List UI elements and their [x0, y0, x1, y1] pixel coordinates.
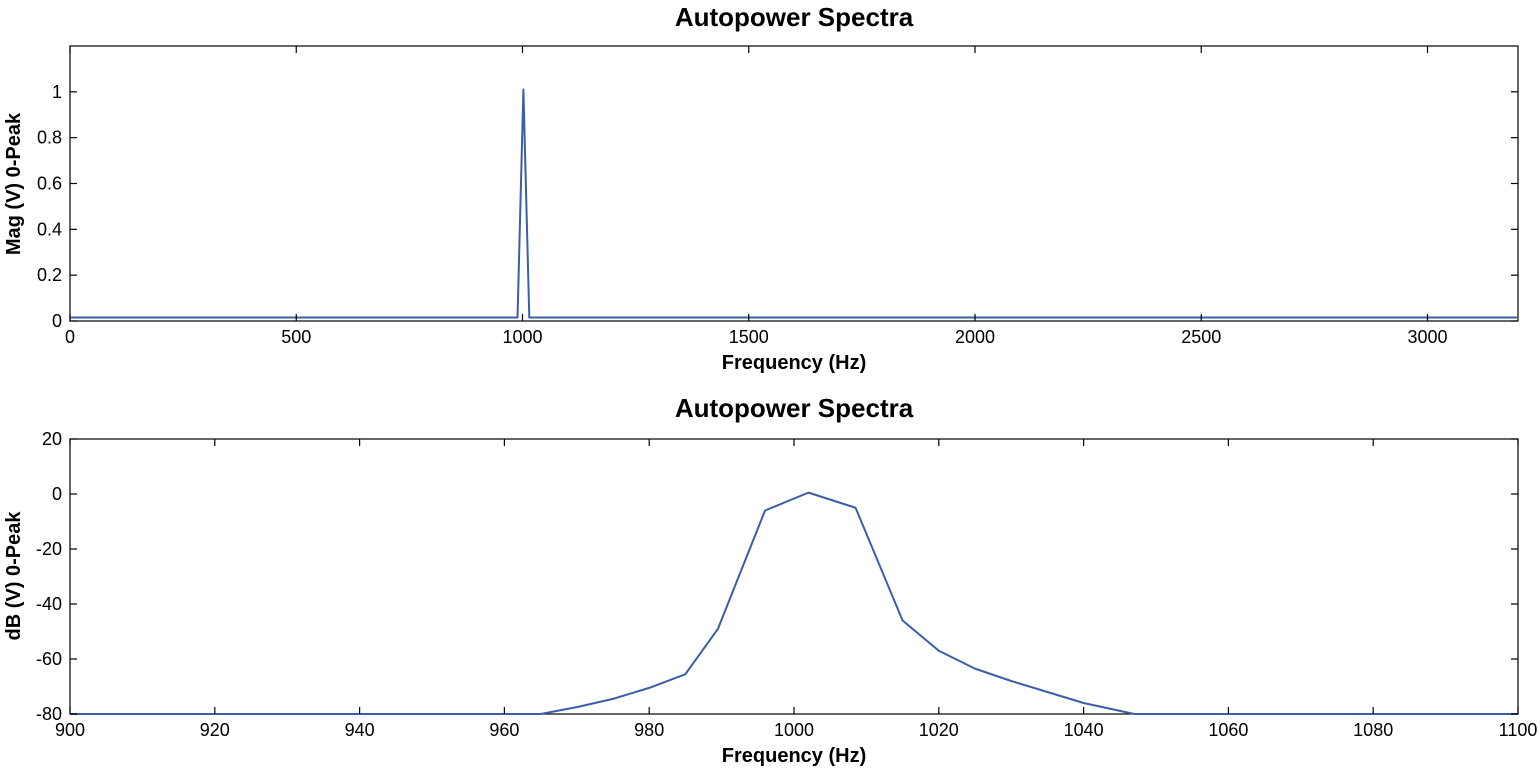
- y-tick-label: 0: [52, 311, 62, 331]
- y-tick-label: -40: [36, 594, 62, 614]
- y-tick-label: -80: [36, 704, 62, 724]
- y-tick-label: 0.6: [37, 174, 62, 194]
- x-tick-label: 0: [65, 327, 75, 347]
- x-tick-label: 1000: [502, 327, 542, 347]
- x-tick-label: 1020: [919, 720, 959, 740]
- y-axis-ticks: -80 -60 -40 -20 0 20: [36, 429, 1518, 724]
- y-tick-label: 20: [42, 429, 62, 449]
- y-axis-ticks: 0 0.2 0.4 0.6 0.8 1: [37, 82, 1518, 331]
- y-axis-label: Mag (V) 0-Peak: [3, 112, 25, 255]
- y-tick-label: 1: [52, 82, 62, 102]
- x-axis-label: Frequency (Hz): [722, 352, 866, 374]
- plot-area-frame: [69, 438, 1519, 715]
- x-tick-label: 1060: [1208, 720, 1248, 740]
- y-tick-label: -20: [36, 539, 62, 559]
- decibel-chart-panel: Autopower Spectra 900 920 940 960 980 1000 102…: [3, 393, 1537, 767]
- y-axis-label: dB (V) 0-Peak: [3, 511, 25, 641]
- decibel-series-line: [70, 491, 1518, 715]
- y-tick-label: 0.8: [37, 128, 62, 148]
- x-axis-ticks: 900 920 940 960 980 1000 1020 1040 1060 1080 1100: [55, 439, 1537, 740]
- y-tick-label: 0.2: [37, 265, 62, 285]
- x-tick-label: 2000: [955, 327, 995, 347]
- chart-title: Autopower Spectra: [675, 2, 914, 32]
- y-tick-label: 0.4: [37, 219, 62, 239]
- x-tick-label: 500: [281, 327, 311, 347]
- x-tick-label: 920: [200, 720, 230, 740]
- x-axis-ticks: 0 500 1000 1500 2000 2500 3000: [65, 46, 1448, 347]
- x-tick-label: 2500: [1181, 327, 1221, 347]
- x-axis-label: Frequency (Hz): [722, 745, 866, 767]
- plot-area-frame: [69, 45, 1519, 322]
- chart-title: Autopower Spectra: [675, 393, 914, 423]
- x-tick-label: 1500: [729, 327, 769, 347]
- x-tick-label: 1080: [1353, 720, 1393, 740]
- magnitude-series-line: [70, 88, 1518, 319]
- x-tick-label: 900: [55, 720, 85, 740]
- x-tick-label: 3000: [1407, 327, 1447, 347]
- x-tick-label: 940: [345, 720, 375, 740]
- x-tick-label: 1000: [774, 720, 814, 740]
- x-tick-label: 960: [489, 720, 519, 740]
- x-tick-label: 1100: [1499, 720, 1538, 740]
- y-tick-label: -60: [36, 649, 62, 669]
- y-tick-label: 0: [52, 484, 62, 504]
- magnitude-chart-panel: Autopower Spectra 0 500 1000 1500 2000 2500 30…: [3, 2, 1519, 374]
- x-tick-label: 1040: [1064, 720, 1104, 740]
- x-tick-label: 980: [634, 720, 664, 740]
